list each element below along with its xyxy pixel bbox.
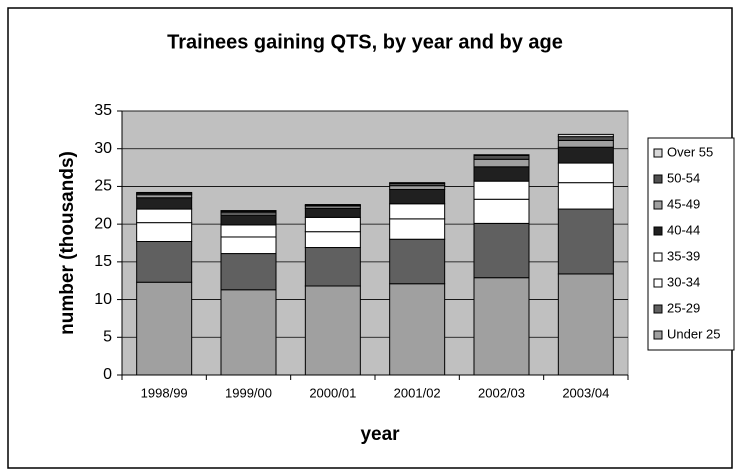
legend-swatch <box>653 304 663 314</box>
bar-segment <box>220 236 277 255</box>
bar-segment <box>473 154 530 157</box>
bar-segment <box>389 185 446 190</box>
y-tick-label: 5 <box>103 329 112 346</box>
bar-segment <box>473 166 530 182</box>
bar-segment <box>473 277 530 376</box>
bar-segment <box>389 182 446 184</box>
bar-segment <box>389 203 446 220</box>
bar-segment <box>389 238 446 285</box>
x-tick-label: 2000/01 <box>309 385 356 400</box>
y-tick-label: 30 <box>94 140 112 157</box>
legend-box <box>647 137 735 351</box>
bar-segment <box>136 191 193 194</box>
x-tick-label: 1999/00 <box>225 385 272 400</box>
y-tick-label: 20 <box>94 215 112 232</box>
legend-label: 45-49 <box>667 196 700 211</box>
legend-swatch <box>653 278 663 288</box>
bar-segment <box>304 216 361 233</box>
y-tick-label: 25 <box>94 178 112 195</box>
bar-segment <box>304 231 361 249</box>
bar-segment <box>389 283 446 376</box>
bar-segment <box>304 207 361 218</box>
y-tick-label: 0 <box>103 366 112 383</box>
legend-swatch <box>653 226 663 236</box>
bar-segment <box>557 182 614 210</box>
bar-segment <box>473 222 530 279</box>
bar-segment <box>557 139 614 148</box>
bar-segment <box>220 214 277 226</box>
bar-segment <box>473 155 530 160</box>
bar-segment <box>136 281 193 376</box>
bar-segment <box>473 180 530 200</box>
bar-segment <box>220 289 277 376</box>
plot-area <box>121 110 629 376</box>
bar-segment <box>304 285 361 376</box>
legend-swatch <box>653 174 663 184</box>
bar-segment <box>220 253 277 291</box>
legend-label: 40-44 <box>667 222 700 237</box>
legend-label: 25-29 <box>667 300 700 315</box>
bar-segment <box>304 204 361 206</box>
x-axis-title: year <box>360 424 400 445</box>
y-tick-label: 15 <box>94 253 112 270</box>
legend-label: Over 55 <box>667 144 713 159</box>
bar-segment <box>136 197 193 210</box>
legend-label: Under 25 <box>667 326 720 341</box>
y-tick-label: 35 <box>94 102 112 119</box>
x-tick-label: 2002/03 <box>478 385 525 400</box>
bar-segment <box>557 133 614 138</box>
bar-segment <box>304 247 361 287</box>
bar-segment <box>389 218 446 240</box>
y-tick-label: 10 <box>94 291 112 308</box>
bar-segment <box>220 210 277 212</box>
bar-segment <box>136 240 193 283</box>
legend-swatch <box>653 148 663 158</box>
x-tick-label: 2001/02 <box>394 385 441 400</box>
legend-swatch <box>653 200 663 210</box>
bar-segment <box>557 136 614 141</box>
bar-segment <box>389 188 446 205</box>
y-axis-title: number (thousands) <box>57 151 78 335</box>
legend-label: 50-54 <box>667 170 700 185</box>
bar-segment <box>473 198 530 224</box>
bar-segment <box>220 224 277 238</box>
legend-label: 30-34 <box>667 274 700 289</box>
x-tick-label: 1998/99 <box>141 385 188 400</box>
bar-segment <box>557 208 614 275</box>
bar-segment <box>136 208 193 224</box>
bar-segment <box>557 146 614 164</box>
bar-segment <box>136 222 193 242</box>
legend-swatch <box>653 330 663 340</box>
legend-swatch <box>653 252 663 262</box>
bar-segment <box>557 162 614 184</box>
chart-title: Trainees gaining QTS, by year and by age <box>167 31 563 53</box>
legend-label: 35-39 <box>667 248 700 263</box>
x-tick-label: 2003/04 <box>562 385 609 400</box>
bar-segment <box>557 273 614 376</box>
bar-segment <box>473 158 530 168</box>
